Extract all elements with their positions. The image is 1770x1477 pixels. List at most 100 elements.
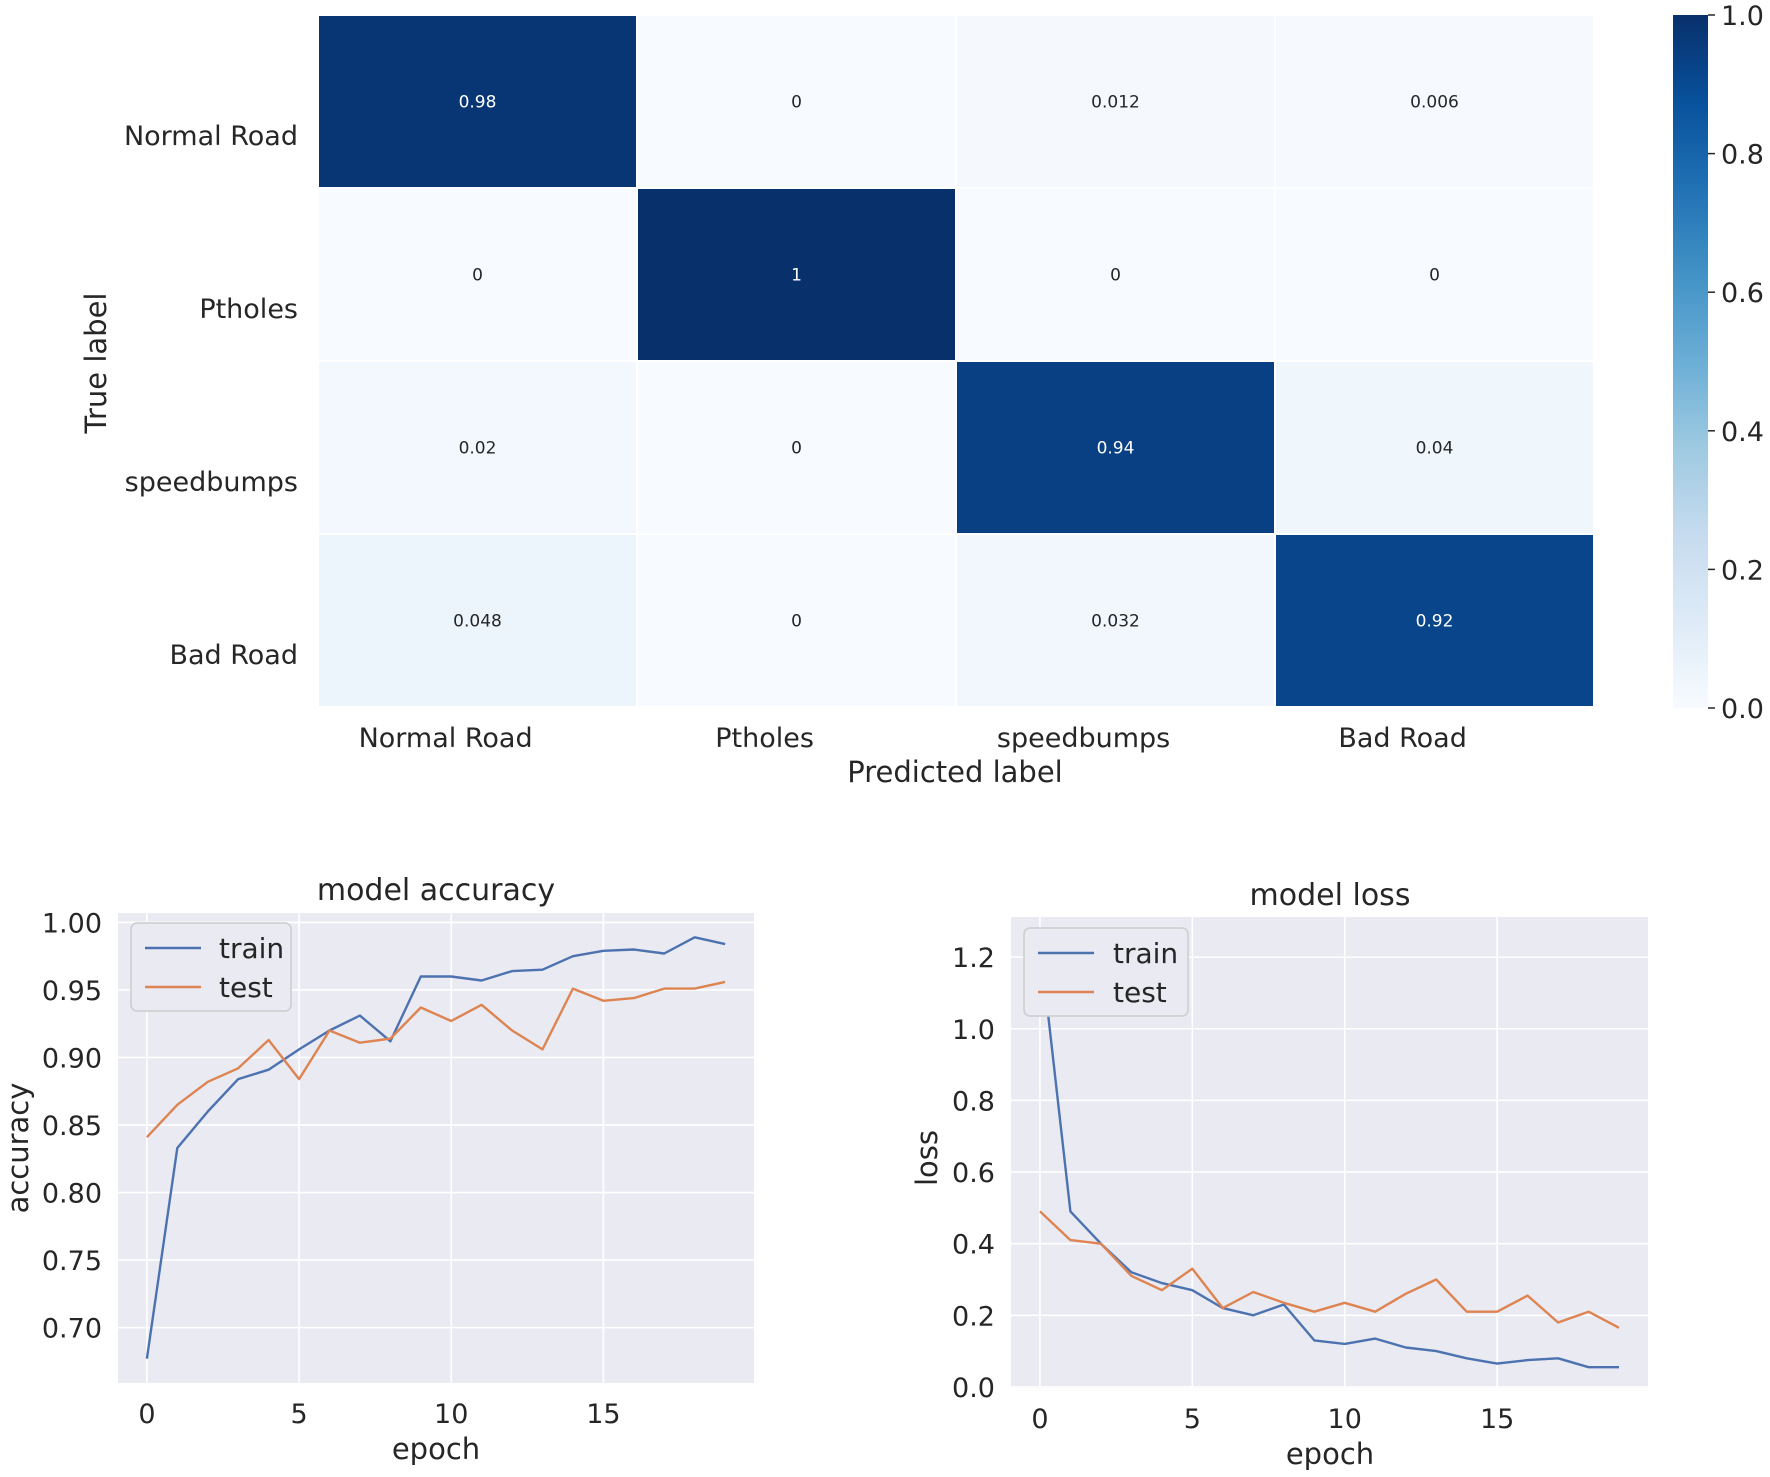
colorbar-tick-label: 0.4	[1721, 417, 1764, 448]
accuracy-legend-train-label: train	[219, 932, 284, 965]
heatmap-cell-value: 1	[791, 266, 802, 286]
heatmap-cell-value: 0.98	[459, 93, 497, 113]
acc-x-tick-label: 5	[290, 1399, 307, 1430]
heatmap-cell	[1274, 14, 1595, 189]
heatmap-cell	[636, 14, 957, 189]
heatmap-cell-value: 0	[791, 612, 802, 632]
loss-y-tick-label: 0.2	[952, 1301, 995, 1332]
loss-series-train-line	[1038, 942, 1619, 1369]
accuracy-legend-test-label: test	[219, 971, 273, 1004]
colorbar-tick-label: 0.6	[1721, 278, 1764, 309]
heatmap-x-tick-speedbumps: speedbumps	[997, 723, 1170, 754]
heatmap-cell-value: 0	[1110, 266, 1121, 286]
acc-series-train-line	[145, 936, 726, 1359]
accuracy-legend-box	[130, 922, 292, 1012]
loss-y-tick-label: 0.4	[952, 1230, 995, 1261]
heatmap-cell	[636, 533, 957, 708]
acc-y-tick-label: 0.90	[42, 1044, 102, 1075]
colorbar-tick-label: 0.0	[1721, 694, 1764, 725]
heatmap-y-tick-labels: Normal Road Ptholes speedbumps Bad Road	[124, 121, 298, 671]
heatmap-cell-value: 0.006	[1410, 93, 1459, 113]
loss-legend-test-label: test	[1113, 976, 1167, 1009]
acc-x-tick-label: 15	[586, 1399, 620, 1430]
accuracy-xlabel: epoch	[392, 1432, 480, 1466]
loss-legend-train-label: train	[1113, 937, 1178, 970]
heatmap-cell-value: 0.94	[1097, 439, 1135, 459]
loss-series-test-line	[1039, 1210, 1620, 1329]
heatmap-cell	[636, 360, 957, 535]
acc-y-tick-label: 0.85	[42, 1111, 102, 1142]
loss-legend: train test	[1023, 927, 1189, 1017]
heatmap-y-tick-normal-road: Normal Road	[124, 121, 298, 152]
heatmap-x-tick-normal-road: Normal Road	[359, 723, 533, 754]
heatmap-cell-value: 0.048	[453, 612, 502, 632]
heatmap-cell-value: 0.02	[459, 439, 497, 459]
colorbar-tick-label: 0.2	[1721, 555, 1764, 586]
loss-y-tick-label: 0.6	[952, 1158, 995, 1189]
accuracy-title: model accuracy	[317, 873, 555, 908]
heatmap-cell-value: 0.032	[1091, 612, 1140, 632]
loss-y-tick-label: 1.2	[952, 943, 995, 974]
colorbar-gradient	[1673, 15, 1708, 708]
loss-x-tick-label: 5	[1184, 1404, 1201, 1435]
heatmap-cell	[636, 187, 957, 362]
heatmap-y-tick-speedbumps: speedbumps	[125, 467, 298, 498]
loss-x-tick-label: 10	[1328, 1404, 1362, 1435]
accuracy-chart: 0 5 10 15 0.70 0.75 0.80 0.85 0.90 0.95 1.00 mode…	[1, 873, 754, 1466]
loss-chart: 0 5 10 15 0.00.20.40.60.81.01.2 model loss …	[910, 878, 1648, 1471]
heatmap-ylabel: True label	[79, 293, 113, 435]
heatmap-cell	[1274, 533, 1595, 708]
acc-y-tick-label: 1.00	[42, 908, 102, 939]
confusion-matrix-heatmap: 0.98 0 0.012 0.006 0 1 0 0 0.02 0 0.94 0.04 0.048 0 0.…	[79, 1, 1764, 789]
heatmap-x-tick-labels: Normal Road Ptholes speedbumps Bad Road	[359, 723, 1467, 754]
loss-ylabel: loss	[910, 1130, 944, 1186]
accuracy-y-tick-labels: 0.70 0.75 0.80 0.85 0.90 0.95 1.00	[42, 908, 102, 1344]
loss-x-tick-labels: 0 5 10 15	[1031, 1404, 1514, 1435]
acc-x-tick-label: 10	[434, 1399, 468, 1430]
heatmap-cell	[317, 187, 638, 362]
heatmap-cell-value: 0.04	[1416, 439, 1454, 459]
loss-x-tick-label: 0	[1031, 1404, 1048, 1435]
heatmap-cell	[1274, 187, 1595, 362]
heatmap-cell	[1274, 360, 1595, 535]
heatmap-cell	[955, 533, 1276, 708]
acc-y-tick-label: 0.70	[42, 1314, 102, 1345]
heatmap-cell-value: 0	[791, 439, 802, 459]
heatmap-cell	[955, 14, 1276, 189]
heatmap-cell-value: 0	[472, 266, 483, 286]
accuracy-legend: train test	[130, 922, 292, 1012]
colorbar: 0.0 0.2 0.4 0.6 0.8 1.0	[1673, 1, 1764, 725]
loss-legend-box	[1023, 927, 1189, 1017]
acc-y-tick-label: 0.95	[42, 976, 102, 1007]
acc-x-tick-label: 0	[138, 1399, 155, 1430]
loss-y-tick-labels: 0.0 0.2 0.4 0.6 0.8 1.0 1.2	[952, 943, 995, 1404]
loss-y-tick-label: 1.0	[952, 1015, 995, 1046]
colorbar-tick-label: 0.8	[1721, 140, 1764, 171]
heatmap-cells: 0.98 0 0.012 0.006 0 1 0 0 0.02 0 0.94 0.04 0.048 0 0.…	[317, 14, 1595, 708]
heatmap-cell-value: 0.012	[1091, 93, 1140, 113]
heatmap-cell	[317, 533, 638, 708]
heatmap-x-tick-bad-road: Bad Road	[1338, 723, 1467, 754]
loss-y-tick-label: 0.8	[952, 1086, 995, 1117]
loss-title: model loss	[1250, 878, 1411, 913]
heatmap-cell	[317, 14, 638, 189]
heatmap-y-tick-bad-road: Bad Road	[169, 640, 298, 671]
colorbar-tick-label: 1.0	[1721, 1, 1764, 32]
heatmap-cell-value: 0.92	[1416, 612, 1454, 632]
loss-series-lines	[1038, 942, 1620, 1369]
heatmap-cell-value: 0	[791, 93, 802, 113]
acc-y-tick-label: 0.75	[42, 1246, 102, 1277]
heatmap-x-tick-ptholes: Ptholes	[715, 723, 814, 754]
accuracy-series-lines	[145, 936, 726, 1359]
accuracy-ylabel: accuracy	[1, 1083, 35, 1214]
accuracy-x-tick-labels: 0 5 10 15	[138, 1399, 620, 1430]
acc-series-test-line	[146, 980, 726, 1139]
heatmap-cell-value: 0	[1429, 266, 1440, 286]
acc-y-tick-label: 0.80	[42, 1179, 102, 1210]
loss-xlabel: epoch	[1286, 1437, 1374, 1471]
colorbar-ticks: 0.0 0.2 0.4 0.6 0.8 1.0	[1708, 1, 1764, 725]
heatmap-y-tick-ptholes: Ptholes	[199, 294, 298, 325]
heatmap-xlabel: Predicted label	[847, 755, 1063, 789]
loss-x-tick-label: 15	[1480, 1404, 1514, 1435]
